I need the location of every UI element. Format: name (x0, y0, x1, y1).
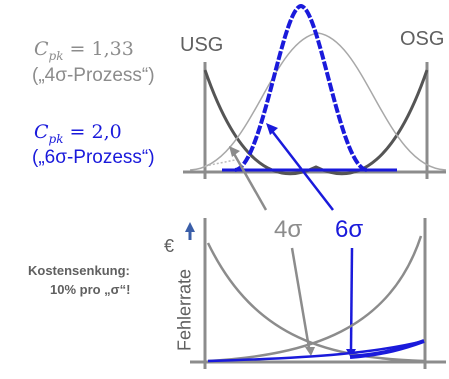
arrow-6sigma-to-top (271, 130, 334, 211)
cost-curve-rising (207, 235, 423, 363)
cpk-subscript: pk (48, 131, 64, 146)
arrow-4sigma-to-bottom (290, 247, 311, 349)
y-axis-label: Fehlerrate (174, 268, 195, 352)
bottom-chart (190, 218, 446, 369)
cpk-value: = 1,33 (69, 38, 134, 60)
cpk-symbol: C (34, 38, 49, 60)
distribution-4sigma (189, 32, 447, 171)
osg-label: OSG (400, 28, 445, 50)
cost-reduction-line1: Kostensenkung: (28, 263, 130, 278)
cpk-6sigma-formula: Cpk = 2,0 (34, 121, 122, 146)
pointer-arrows (229, 123, 356, 358)
loss-curve (203, 69, 429, 176)
top-chart (183, 3, 447, 179)
cpk-symbol: C (34, 121, 49, 143)
cost-curve-falling (206, 242, 425, 363)
sigma-6-label: 6σ (335, 216, 364, 243)
process-6sigma-label: („6σ-Prozess“) (32, 147, 155, 168)
arrow-4sigma-bottom-head (305, 347, 315, 356)
distribution-6sigma (234, 3, 368, 172)
usg-label: USG (180, 34, 224, 56)
cpk-4sigma-formula: Cpk = 1,33 (34, 38, 134, 63)
process-4sigma-label: („4σ-Prozess“) (32, 65, 155, 86)
arrow-4sigma-to-top (231, 151, 268, 211)
arrow-4sigma-top-head (229, 146, 240, 157)
distribution-4sigma-tail-left (204, 159, 236, 167)
cost-axis-arrow-head (185, 222, 195, 232)
arrow-6sigma-to-bottom (349, 247, 354, 351)
arrow-6sigma-top-head (266, 123, 278, 135)
currency-symbol: € (164, 236, 175, 256)
cpk-subscript: pk (48, 48, 64, 63)
cost-curve-6sigma-thick (349, 339, 425, 359)
cpk-value: = 2,0 (69, 121, 122, 143)
cost-reduction-line2: 10% pro „σ“! (50, 282, 131, 297)
sigma-4-label: 4σ (274, 216, 303, 243)
